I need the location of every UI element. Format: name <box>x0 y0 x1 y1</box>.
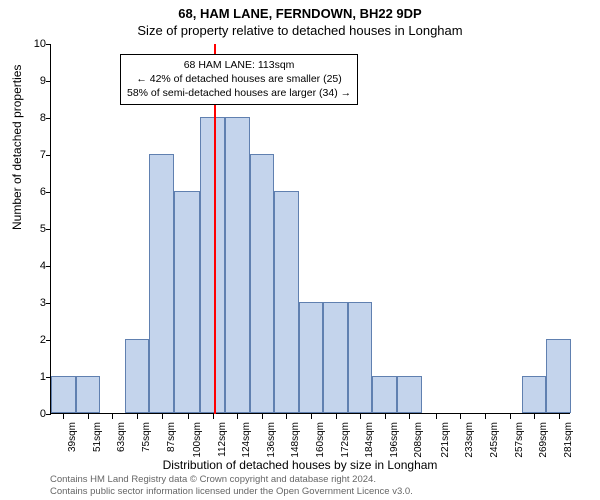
y-tick-label: 8 <box>16 113 46 124</box>
x-tick-label: 75sqm <box>141 422 152 452</box>
x-tick-label: 196sqm <box>389 422 400 458</box>
y-tick-mark <box>46 118 51 119</box>
histogram-bar <box>522 376 547 413</box>
histogram-bar <box>372 376 397 413</box>
x-tick-mark <box>213 414 214 419</box>
histogram-bar <box>200 117 225 413</box>
y-tick-label: 5 <box>16 224 46 235</box>
chart-container: 68, HAM LANE, FERNDOWN, BH22 9DP Size of… <box>0 0 600 500</box>
chart-area: 01234567891039sqm51sqm63sqm75sqm87sqm100… <box>50 44 570 414</box>
y-tick-label: 0 <box>16 409 46 420</box>
histogram-bar <box>274 191 299 413</box>
x-tick-mark <box>336 414 337 419</box>
x-tick-mark <box>162 414 163 419</box>
y-tick-label: 2 <box>16 335 46 346</box>
histogram-bar <box>51 376 76 413</box>
footer-line1: Contains HM Land Registry data © Crown c… <box>50 474 413 486</box>
x-tick-mark <box>286 414 287 419</box>
x-tick-label: 124sqm <box>241 422 252 458</box>
annotation-line3: 58% of semi-detached houses are larger (… <box>127 86 351 100</box>
x-tick-label: 160sqm <box>315 422 326 458</box>
y-tick-mark <box>46 44 51 45</box>
footer: Contains HM Land Registry data © Crown c… <box>50 474 413 498</box>
histogram-bar <box>174 191 201 413</box>
x-axis-label: Distribution of detached houses by size … <box>0 458 600 472</box>
x-tick-label: 172sqm <box>340 422 351 458</box>
annotation-box: 68 HAM LANE: 113sqm ← 42% of detached ho… <box>120 54 358 105</box>
x-tick-mark <box>237 414 238 419</box>
x-tick-label: 148sqm <box>290 422 301 458</box>
y-tick-mark <box>46 229 51 230</box>
footer-line2: Contains public sector information licen… <box>50 486 413 498</box>
y-tick-label: 6 <box>16 187 46 198</box>
histogram-bar <box>348 302 373 413</box>
x-tick-label: 184sqm <box>364 422 375 458</box>
x-tick-label: 87sqm <box>166 422 177 452</box>
x-tick-mark <box>188 414 189 419</box>
y-tick-mark <box>46 266 51 267</box>
x-tick-mark <box>559 414 560 419</box>
title-main: 68, HAM LANE, FERNDOWN, BH22 9DP <box>0 0 600 21</box>
y-tick-mark <box>46 414 51 415</box>
y-tick-mark <box>46 340 51 341</box>
histogram-bar <box>397 376 422 413</box>
y-tick-mark <box>46 155 51 156</box>
x-tick-label: 112sqm <box>217 422 228 457</box>
y-tick-mark <box>46 81 51 82</box>
x-tick-mark <box>360 414 361 419</box>
y-axis-label: Number of detached properties <box>10 65 24 230</box>
x-tick-mark <box>409 414 410 419</box>
x-tick-label: 136sqm <box>266 422 277 458</box>
x-tick-mark <box>112 414 113 419</box>
y-tick-label: 9 <box>16 76 46 87</box>
x-tick-label: 39sqm <box>67 422 78 452</box>
x-tick-label: 269sqm <box>538 422 549 458</box>
x-tick-mark <box>63 414 64 419</box>
x-tick-mark <box>510 414 511 419</box>
x-tick-mark <box>436 414 437 419</box>
x-tick-mark <box>88 414 89 419</box>
y-tick-mark <box>46 192 51 193</box>
x-tick-label: 63sqm <box>116 422 127 452</box>
histogram-bar <box>149 154 174 413</box>
y-tick-label: 10 <box>16 39 46 50</box>
x-tick-label: 245sqm <box>489 422 500 458</box>
x-tick-label: 100sqm <box>192 422 203 458</box>
x-tick-label: 208sqm <box>413 422 424 458</box>
annotation-line2: ← 42% of detached houses are smaller (25… <box>127 72 351 86</box>
x-tick-mark <box>137 414 138 419</box>
x-tick-label: 51sqm <box>92 422 103 452</box>
histogram-bar <box>125 339 150 413</box>
x-tick-mark <box>534 414 535 419</box>
x-tick-label: 257sqm <box>514 422 525 458</box>
histogram-bar <box>250 154 275 413</box>
histogram-bar <box>546 339 571 413</box>
x-tick-label: 221sqm <box>440 422 451 458</box>
y-tick-mark <box>46 303 51 304</box>
y-tick-label: 3 <box>16 298 46 309</box>
x-tick-mark <box>485 414 486 419</box>
x-tick-label: 233sqm <box>464 422 475 458</box>
histogram-bar <box>225 117 250 413</box>
x-tick-label: 281sqm <box>563 422 574 458</box>
x-tick-mark <box>262 414 263 419</box>
histogram-bar <box>299 302 324 413</box>
histogram-bar <box>323 302 348 413</box>
y-tick-label: 7 <box>16 150 46 161</box>
histogram-bar <box>76 376 101 413</box>
annotation-line1: 68 HAM LANE: 113sqm <box>127 58 351 72</box>
x-tick-mark <box>460 414 461 419</box>
x-tick-mark <box>311 414 312 419</box>
y-tick-label: 1 <box>16 372 46 383</box>
x-tick-mark <box>385 414 386 419</box>
y-tick-label: 4 <box>16 261 46 272</box>
title-sub: Size of property relative to detached ho… <box>0 21 600 38</box>
